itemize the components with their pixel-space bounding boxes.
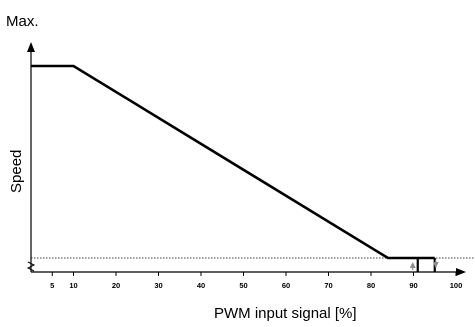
x-tick-label-80: 80 xyxy=(367,281,375,290)
x-tick-label-20: 20 xyxy=(112,281,120,290)
x-tick-label-100: 100 xyxy=(450,281,463,290)
y-axis-label: Speed xyxy=(8,150,25,193)
x-tick-label-30: 30 xyxy=(154,281,162,290)
x-tick-label-10: 10 xyxy=(69,281,77,290)
axis-break-icon xyxy=(26,261,36,272)
hysteresis-down-arrow-icon xyxy=(432,262,439,268)
chart-marks: 5 10 20 30 40 50 60 70 80 90 100 xyxy=(31,64,475,290)
max-label: Max. xyxy=(6,13,39,30)
x-tick-label-70: 70 xyxy=(324,281,332,290)
x-tick-label-60: 60 xyxy=(282,281,290,290)
x-tick-label-90: 90 xyxy=(409,281,417,290)
speed-curve-line xyxy=(31,64,435,260)
x-tick-label-5: 5 xyxy=(50,281,54,290)
x-axis-arrowhead xyxy=(456,268,466,276)
hysteresis-up-arrow-icon xyxy=(409,262,416,268)
x-tick-label-50: 50 xyxy=(239,281,247,290)
x-tick-label-40: 40 xyxy=(197,281,205,290)
x-axis-label: PWM input signal [%] xyxy=(214,305,357,322)
y-axis-arrowhead xyxy=(27,42,35,52)
